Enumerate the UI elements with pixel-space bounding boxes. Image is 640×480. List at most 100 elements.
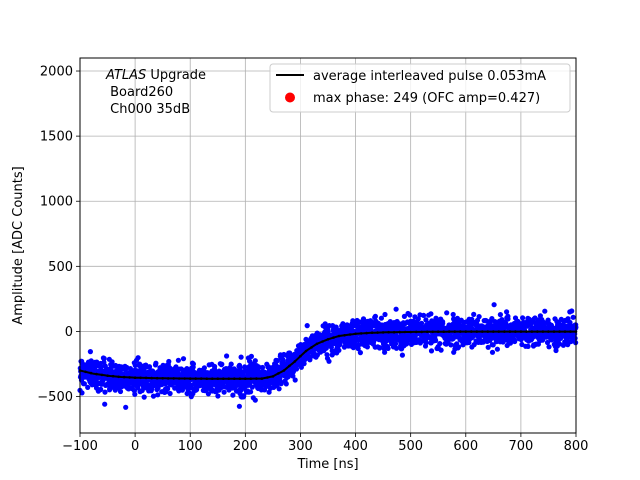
y-tick-label: 1000 (40, 195, 73, 210)
average-pulse-point (370, 331, 374, 335)
average-pulse-point (365, 331, 368, 335)
sample-point (415, 316, 421, 322)
average-pulse-group (78, 330, 578, 381)
sample-point (167, 390, 173, 397)
average-pulse-point (161, 377, 164, 380)
average-pulse-point (431, 330, 435, 334)
average-pulse-point (459, 330, 462, 333)
sample-point (393, 345, 400, 351)
sample-point (228, 361, 234, 367)
sample-point (175, 357, 181, 363)
sample-point (364, 344, 370, 350)
x-tick-label: 300 (288, 439, 313, 454)
legend: average interleaved pulse 0.053mA max ph… (269, 63, 571, 113)
sample-point (215, 393, 221, 399)
x-axis-label: Time [ns] (296, 457, 358, 472)
sample-point (298, 364, 304, 370)
average-pulse-point (211, 377, 214, 381)
sample-point (102, 401, 108, 407)
sample-point (173, 364, 179, 370)
sample-point (259, 364, 266, 371)
sample-point (141, 394, 147, 400)
sample-point (525, 343, 531, 349)
sample-point (407, 312, 413, 318)
average-pulse-point (492, 330, 495, 333)
average-pulse-point (111, 374, 115, 378)
average-pulse-point (255, 377, 258, 380)
sample-point (190, 361, 196, 367)
sample-point (326, 358, 332, 364)
average-pulse-point (442, 330, 446, 334)
average-pulse-point (519, 330, 523, 333)
average-pulse-point (337, 334, 341, 338)
x-tick-label: 700 (508, 439, 533, 454)
sample-point (224, 353, 230, 359)
average-pulse-point (282, 369, 286, 372)
sample-point (109, 359, 115, 365)
sample-point (491, 302, 497, 308)
average-pulse-point (332, 336, 335, 339)
sample-point (433, 337, 439, 344)
y-tick-label: 0 (65, 325, 73, 340)
average-pulse-point (183, 377, 186, 380)
sample-point (444, 310, 450, 316)
x-tick-label: −100 (62, 439, 98, 454)
sample-point (204, 386, 210, 392)
sample-point (378, 315, 384, 321)
average-pulse-point (172, 377, 175, 380)
sample-point (505, 316, 511, 322)
average-pulse-point (222, 377, 225, 381)
legend-box (269, 63, 571, 113)
sample-point (393, 341, 399, 347)
average-pulse-point (414, 330, 418, 334)
sample-point (520, 315, 526, 321)
average-pulse-point (420, 330, 424, 334)
average-pulse-point (150, 376, 153, 380)
sample-point (466, 339, 472, 346)
sample-point (166, 358, 172, 365)
sample-point (146, 364, 153, 370)
average-pulse-point (133, 376, 137, 380)
sample-point (248, 389, 254, 395)
sample-point (450, 311, 456, 318)
average-pulse-point (409, 330, 413, 334)
average-pulse-point (266, 376, 269, 379)
sample-point (278, 381, 284, 387)
average-pulse-point (205, 377, 209, 381)
average-pulse-point (552, 330, 556, 333)
average-pulse-point (249, 377, 253, 381)
legend-label-max-phase: max phase: 249 (OFC amp=0.427) (313, 91, 540, 106)
sample-point (456, 344, 462, 350)
average-pulse-point (144, 376, 148, 380)
sample-point (290, 373, 296, 379)
sample-point (252, 397, 258, 403)
sample-point (304, 323, 310, 329)
sample-point (132, 391, 138, 397)
sample-point (428, 348, 435, 354)
sample-point (238, 354, 244, 360)
average-pulse-point (260, 377, 264, 380)
average-pulse-point (122, 375, 126, 379)
sample-point (490, 342, 496, 348)
sample-point (542, 308, 548, 314)
average-pulse-point (95, 372, 98, 376)
sample-point (512, 338, 518, 345)
sample-point (553, 347, 559, 354)
average-pulse-point (139, 376, 142, 380)
sample-point (401, 313, 407, 319)
average-pulse-point (310, 346, 313, 349)
sample-point (336, 347, 342, 353)
average-pulse-point (304, 349, 308, 353)
sample-point (428, 311, 434, 317)
sample-point (252, 358, 258, 364)
average-pulse-point (106, 374, 109, 378)
sample-point (135, 355, 141, 361)
sample-point (382, 349, 388, 355)
atlas-italic: ATLAS (105, 68, 146, 83)
annotation-line-3: Ch000 35dB (106, 102, 190, 117)
sample-point (504, 309, 510, 315)
average-pulse-point (403, 330, 407, 334)
average-pulse-point (381, 331, 385, 334)
x-tick-label: 800 (564, 439, 589, 454)
